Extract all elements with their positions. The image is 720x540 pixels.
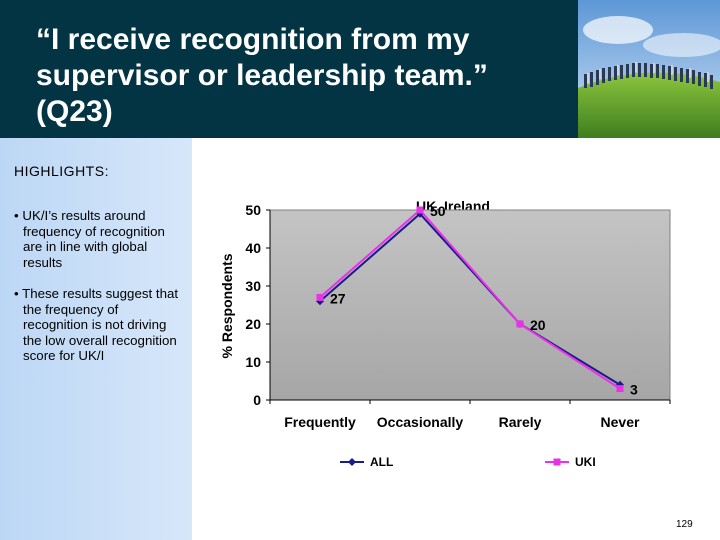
y-tick-label: 10: [245, 354, 261, 370]
data-label: 27: [330, 290, 346, 306]
series-point-uki: [416, 206, 424, 214]
y-tick-label: 30: [245, 278, 261, 294]
line-chart: UK, Ireland % Respondents 01020304050Fre…: [219, 198, 671, 469]
highlight-bullet: • These results suggest that the frequen…: [14, 286, 184, 364]
highlight-bullet-text: • These results suggest that the frequen…: [14, 286, 179, 363]
slide-title: “I receive recognition from my superviso…: [36, 23, 488, 128]
legend-marker-all: [348, 458, 356, 466]
y-tick-label: 40: [245, 240, 261, 256]
title-banner: “I receive recognition from my superviso…: [0, 0, 578, 138]
data-label: 3: [630, 382, 638, 398]
highlight-bullet-text: • UK/I’s results around frequency of rec…: [14, 208, 165, 270]
legend-marker-uki: [553, 458, 561, 466]
legend-label: ALL: [370, 455, 393, 469]
data-label: 50: [430, 203, 446, 219]
data-label: 20: [530, 317, 546, 333]
y-tick-label: 50: [245, 202, 261, 218]
page-number: 129: [676, 519, 693, 530]
x-tick-label: Never: [601, 414, 640, 430]
series-line-uki: [319, 208, 621, 390]
y-axis-label: % Respondents: [219, 253, 235, 358]
highlights-heading: HIGHLIGHTS:: [14, 163, 109, 179]
y-tick-label: 0: [253, 392, 261, 408]
plot-area: [269, 209, 671, 401]
series-point-uki: [616, 385, 624, 393]
highlights-panel: [0, 138, 192, 540]
series-point-uki: [516, 320, 524, 328]
crowd-on-hill-image: [578, 0, 720, 138]
x-tick-label: Occasionally: [377, 414, 464, 430]
x-tick-label: Frequently: [284, 414, 356, 430]
series-point-uki: [316, 293, 324, 301]
highlight-bullet: • UK/I’s results around frequency of rec…: [14, 208, 184, 270]
x-tick-label: Rarely: [499, 414, 542, 430]
legend-label: UKI: [575, 455, 596, 469]
series-line-all: [319, 212, 621, 386]
y-tick-label: 20: [245, 316, 261, 332]
